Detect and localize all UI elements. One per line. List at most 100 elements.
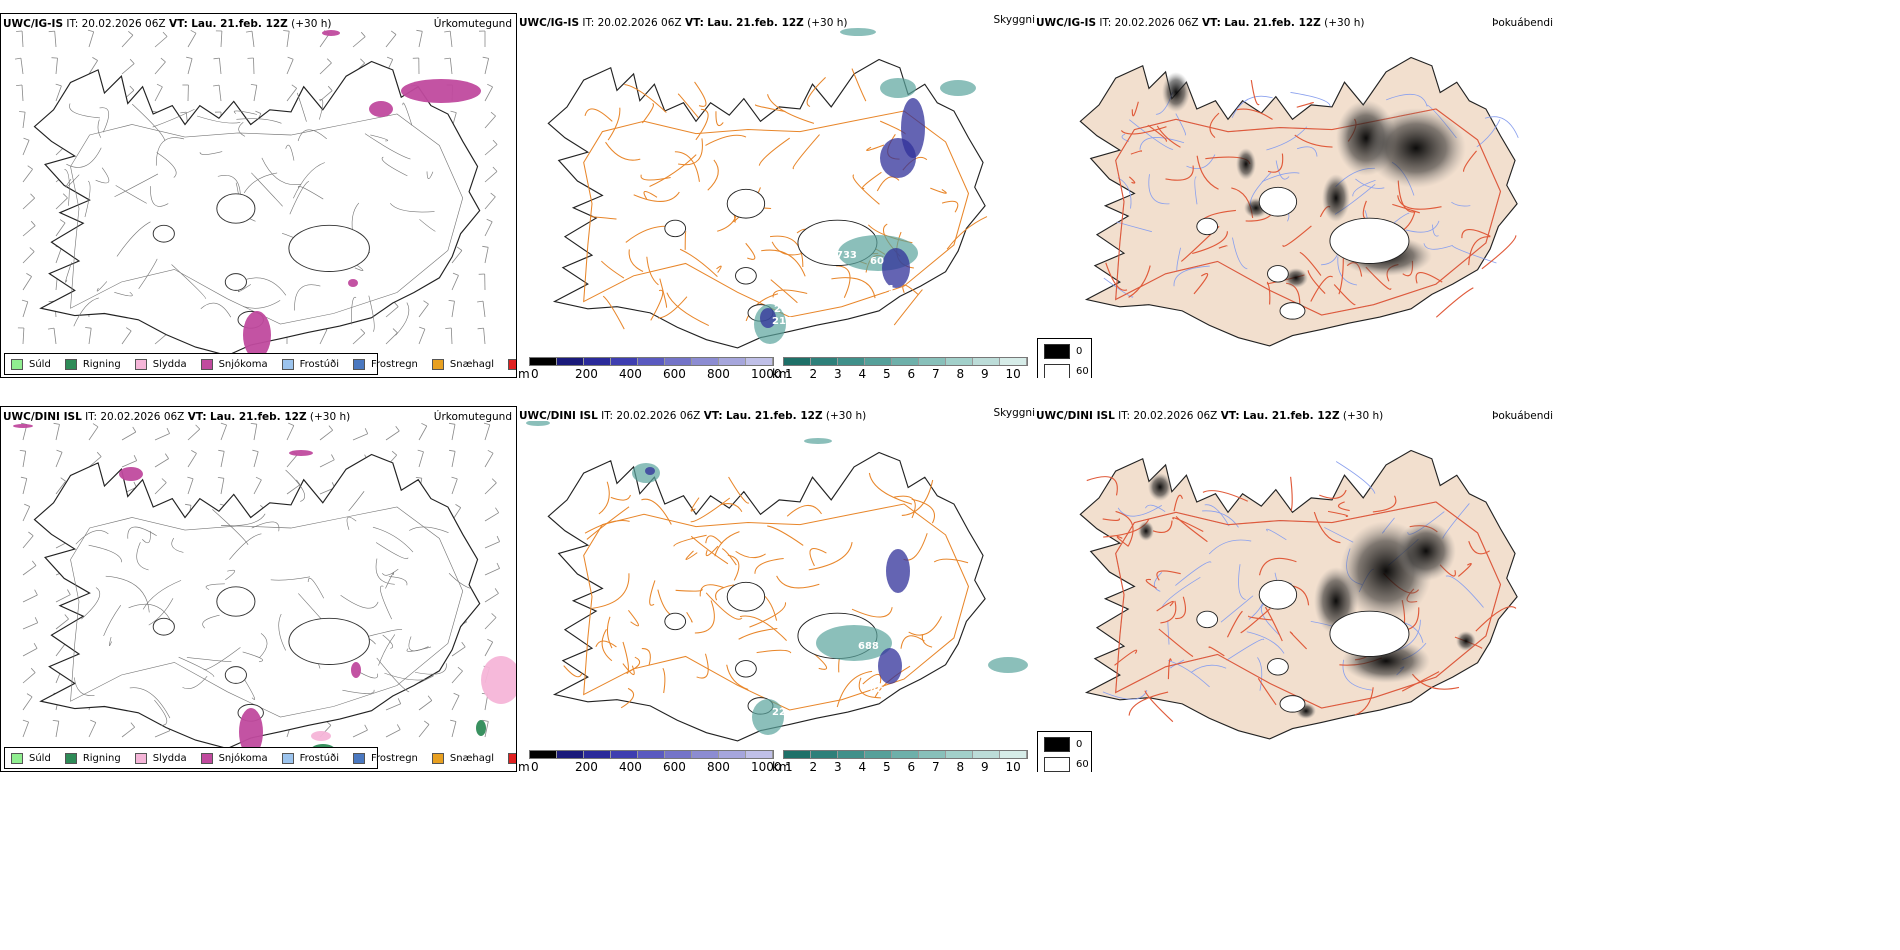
precip-legend-swatch <box>431 358 444 370</box>
valid-time: Lau. 21.feb. 12Z <box>191 18 288 30</box>
colorbar-box <box>638 751 665 758</box>
init-time: IT: 20.02.2026 06Z <box>582 17 682 29</box>
precip-legend-swatch <box>200 358 213 370</box>
precip-area <box>311 731 331 741</box>
low-visibility-area <box>880 78 916 98</box>
cloud-panel-igis: UWC/IG-IS IT: 20.02.2026 06Z VT: Lau. 21… <box>518 13 1035 378</box>
cloud-base-annotation: 274 <box>650 451 671 462</box>
colorbar-box <box>719 751 746 758</box>
colorbar-tick-label: 200 <box>575 760 598 772</box>
precip-legend-item: Rigning <box>64 358 121 370</box>
valid-time: Lau. 21.feb. 12Z <box>707 17 804 29</box>
precip-legend-swatch <box>134 752 147 764</box>
colorbar-box <box>838 358 865 365</box>
cloud-base-annotation: 591 <box>874 284 895 295</box>
lead-time: (+30 h) <box>1324 17 1365 29</box>
precip-legend-label: Rigning <box>82 358 121 370</box>
precip-legend-swatch <box>200 752 213 764</box>
precip-legend-swatch <box>508 752 516 764</box>
panel-header: UWC/DINI ISL IT: 20.02.2026 06Z VT: Lau.… <box>519 410 866 422</box>
precip-legend-label: Slydda <box>152 752 187 764</box>
precip-map <box>14 29 498 359</box>
precip-panel-dini: UWC/DINI ISL IT: 20.02.2026 06Z VT: Lau.… <box>0 406 517 772</box>
cloud-base-annotation: 25 <box>774 304 788 315</box>
colorbar-tick-label: 200 <box>575 367 598 378</box>
valid-time: Lau. 21.feb. 12Z <box>1224 17 1321 29</box>
cloud-base-annotation: 733 <box>836 250 857 261</box>
colorbar-unit: km <box>772 367 791 378</box>
colorbar-tick-label: 5 <box>883 367 891 378</box>
colorbar-tick-label: 400 <box>619 760 642 772</box>
model-name: UWC/IG-IS <box>3 18 64 30</box>
precip-type-legend: Súld Rigning Slydda Snjókoma Frostúði Frostre… <box>4 353 516 375</box>
colorbar-box <box>865 751 892 758</box>
colorbar-box <box>611 751 638 758</box>
colorbar-tick-label: 6 <box>907 367 916 378</box>
valid-label: VT: <box>168 18 188 30</box>
colorbar-box <box>1000 358 1027 365</box>
precip-legend-swatch <box>281 358 294 370</box>
precip-legend-label: Snæhagl <box>449 358 495 370</box>
fog-legend-swatch-high <box>1044 737 1070 752</box>
precip-legend-item: Frostúði <box>281 752 339 764</box>
precip-area <box>243 311 271 359</box>
colorbar-box <box>530 751 557 758</box>
low-cloud-base-area <box>882 248 910 288</box>
precip-legend-label: Frostúði <box>299 358 339 370</box>
low-visibility-area <box>804 438 832 444</box>
fog-index-area <box>1162 72 1190 112</box>
precip-legend-label: Súld <box>29 358 51 370</box>
colorbar-box <box>784 358 811 365</box>
low-cloud-base-area <box>645 467 655 475</box>
colorbar-tick-label: 0 <box>531 367 539 378</box>
colorbar-tick-label: 800 <box>707 760 730 772</box>
cloud-base-annotation: 215 <box>772 316 793 327</box>
lead-time: (+30 h) <box>309 411 351 423</box>
precip-legend-swatch <box>508 358 516 370</box>
colorbar-box <box>946 751 973 758</box>
colorbar-tick-label: 10 <box>1005 367 1021 378</box>
colorbar-boxes <box>783 357 1028 366</box>
colorbar-box <box>719 358 746 365</box>
colorbar-tick-label: 600 <box>663 367 686 378</box>
colorbar-box <box>946 358 973 365</box>
fog-legend-swatch-low <box>1044 364 1070 378</box>
panel-title: Þokuábendi <box>1492 410 1553 422</box>
fog-legend: 0 60 <box>1037 731 1092 772</box>
colorbar-box <box>973 358 1000 365</box>
colorbar-tick-label: 9 <box>981 760 989 772</box>
iceland-coastline <box>1079 56 1518 347</box>
colorbar-box <box>665 358 692 365</box>
colorbar-box <box>811 751 838 758</box>
colorbar-box <box>892 751 919 758</box>
precip-area <box>119 467 143 481</box>
panel-header: UWC/DINI ISL IT: 20.02.2026 06Z VT: Lau.… <box>3 411 350 423</box>
valid-time: Lau. 21.feb. 12Z <box>209 411 307 423</box>
colorbar-tick-label: 2 <box>809 760 818 772</box>
colorbar-boxes <box>783 750 1028 759</box>
colorbar-tick-label: 1 <box>785 760 793 772</box>
low-cloud-base-area <box>880 138 916 178</box>
fog-index-map <box>1079 449 1518 740</box>
precip-legend-swatch <box>353 358 365 370</box>
colorbar-tick-label: 6 <box>907 760 916 772</box>
iceland-coastline <box>1079 449 1518 740</box>
valid-label: VT: <box>1201 17 1221 29</box>
precip-legend-label: Snjókoma <box>218 358 268 370</box>
fog-index-area <box>1366 108 1466 188</box>
fog-legend-swatch-low <box>1044 757 1070 772</box>
colorbar-tick-label: 1000 <box>751 760 782 772</box>
panel-title: Úrkomutegund <box>433 411 512 423</box>
colorbar-box <box>692 751 719 758</box>
colorbar-box <box>530 358 557 365</box>
model-name: UWC/DINI ISL <box>519 410 598 422</box>
precip-legend-swatch <box>11 752 23 764</box>
road-network <box>1105 79 1517 318</box>
precip-legend-item: Snæhagl <box>431 358 495 370</box>
colorbar-tick-label: 3 <box>834 760 842 772</box>
valid-time: Lau. 21.feb. 12Z <box>725 410 823 422</box>
colorbar-tick-label: 3 <box>834 367 842 378</box>
precip-legend-item: Slydda <box>134 752 187 764</box>
precip-legend-swatch <box>134 358 147 370</box>
precip-area <box>369 101 393 117</box>
